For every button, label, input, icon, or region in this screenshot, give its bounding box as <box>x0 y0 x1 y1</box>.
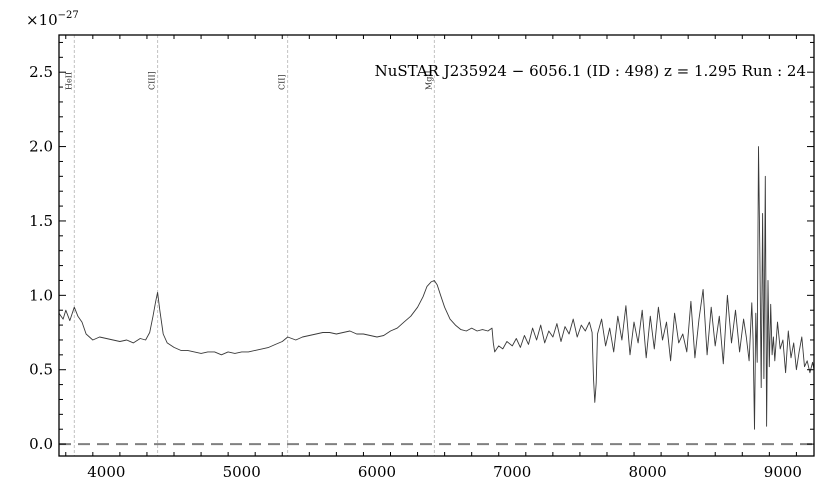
spectrum-series <box>58 146 815 430</box>
plot-frame <box>58 34 815 457</box>
plot-title: NuSTAR J235924 − 6056.1 (ID : 498) z = 1… <box>375 62 806 80</box>
x-tick-label: 9000 <box>764 463 802 481</box>
emission-line-label: CII] <box>278 74 287 90</box>
spectrum-line <box>58 146 815 430</box>
emission-line-label: CIII] <box>148 71 157 90</box>
emission-line-labels: HeII CIII] CII] MgII <box>64 70 433 90</box>
y-tick-label: 1.5 <box>29 212 53 230</box>
x-tick-label: 6000 <box>358 463 396 481</box>
y-multiplier-exponent: −27 <box>58 10 79 21</box>
x-tick-label: 7000 <box>493 463 531 481</box>
y-tick-label: 0.5 <box>29 361 53 379</box>
emission-line-markers <box>73 35 435 456</box>
y-tick-label: 2.0 <box>29 138 53 156</box>
x-tick-label: 8000 <box>628 463 666 481</box>
emission-line-label: HeII <box>64 72 73 90</box>
emission-line-label: MgII <box>424 70 433 90</box>
y-tick-label: 0.0 <box>29 435 53 453</box>
x-tick-label: 5000 <box>223 463 261 481</box>
y-tick-label: 2.5 <box>29 63 53 81</box>
x-axis: 4000 5000 6000 7000 8000 9000 <box>65 35 802 481</box>
y-multiplier: ×10−27 <box>26 10 79 29</box>
x-tick-label: 4000 <box>87 463 125 481</box>
y-multiplier-base: ×10 <box>26 11 58 29</box>
y-axis: 0.0 0.5 1.0 1.5 2.0 2.5 <box>29 41 814 453</box>
y-tick-label: 1.0 <box>29 286 53 304</box>
